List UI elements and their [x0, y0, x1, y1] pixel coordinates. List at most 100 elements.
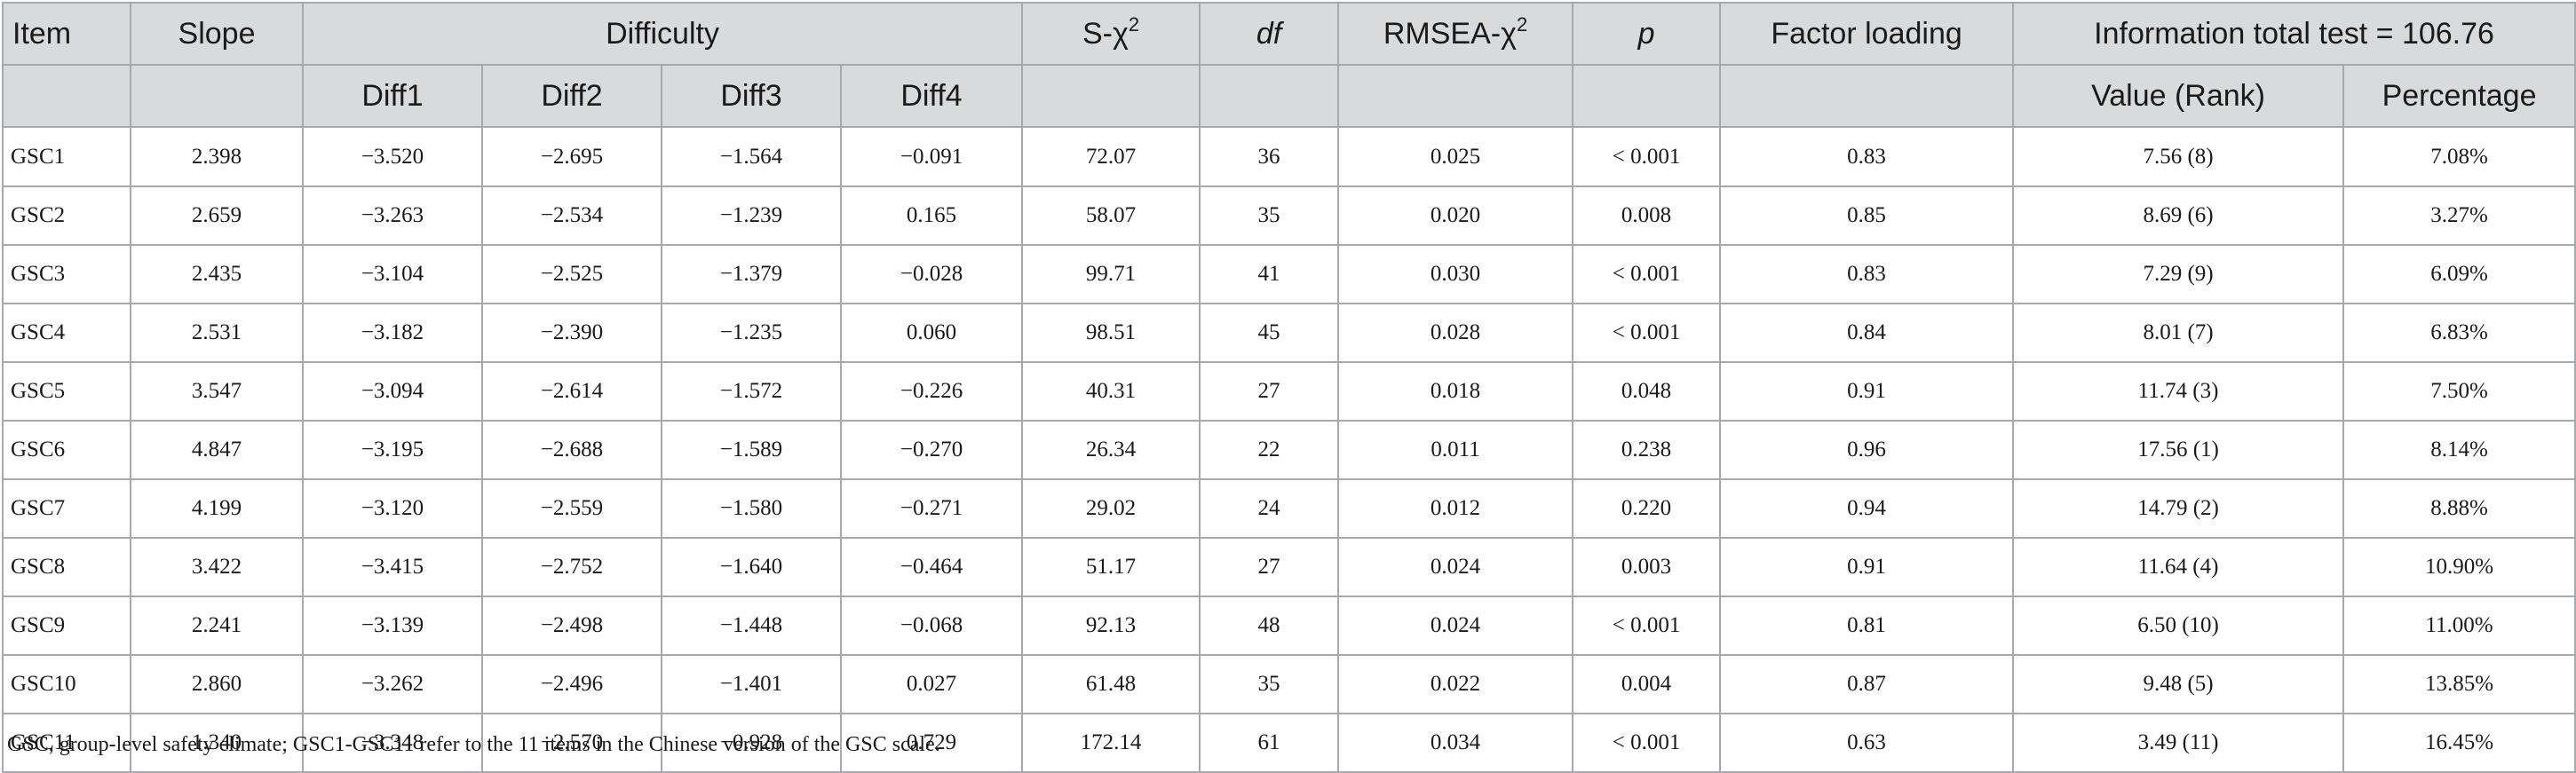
cell-percentage: 8.14% [2342, 420, 2576, 480]
cell-factor-loading: 0.87 [1719, 654, 2015, 714]
cell-df: 27 [1199, 361, 1340, 422]
cell-diff4: −0.028 [839, 244, 1024, 304]
cell-p-value: 0.004 [1572, 654, 1722, 714]
cell-diff4: 0.027 [839, 654, 1024, 714]
cell-df: 36 [1199, 126, 1340, 187]
cell-p-value: 0.048 [1572, 361, 1722, 422]
header-percentage: Percentage [2342, 64, 2576, 128]
table-row: GSC7 4.199 −3.120 −2.559 −1.580 −0.271 29.02 24… [2, 478, 2576, 539]
cell-diff3: −1.235 [661, 303, 842, 363]
cell-diff2: −2.570 [481, 713, 662, 773]
cell-rmsea: 0.020 [1337, 185, 1574, 246]
cell-rmsea: 0.028 [1337, 303, 1574, 363]
header-item-blank [2, 64, 131, 128]
cell-df: 41 [1199, 244, 1340, 304]
cell-item: GSC4 [2, 303, 131, 363]
cell-percentage: 6.09% [2342, 244, 2576, 304]
cell-diff4: −0.226 [839, 361, 1024, 422]
cell-diff4: −0.271 [839, 478, 1024, 539]
cell-item: GSC2 [2, 185, 131, 246]
cell-diff1: −3.139 [302, 596, 483, 656]
cell-value-rank: 3.49 (11) [2012, 713, 2345, 773]
cell-diff4: 0.060 [839, 303, 1024, 363]
cell-slope: 2.435 [130, 244, 304, 304]
cell-percentage: 10.90% [2342, 537, 2576, 597]
cell-diff2: −2.688 [481, 420, 662, 480]
cell-value-rank: 6.50 (10) [2012, 596, 2345, 656]
cell-value-rank: 11.74 (3) [2012, 361, 2345, 422]
header-difficulty: Difficulty [301, 2, 1024, 66]
cell-factor-loading: 0.81 [1719, 596, 2015, 656]
cell-diff3: −1.640 [661, 537, 842, 597]
table-row: GSC1 2.398 −3.520 −2.695 −1.564 −0.091 72.07 36… [2, 126, 2576, 187]
cell-percentage: 7.08% [2342, 126, 2576, 187]
cell-s-chi-square: 172.14 [1021, 713, 1201, 773]
cell-diff2: −2.498 [481, 596, 662, 656]
table-row: GSC11 1.340 −3.348 −2.570 −0.928 0.729 172.14 6… [2, 713, 2576, 773]
cell-value-rank: 14.79 (2) [2012, 478, 2345, 539]
cell-item: GSC7 [2, 478, 131, 539]
rmsea-superscript: 2 [1516, 12, 1528, 35]
cell-df: 24 [1199, 478, 1340, 539]
cell-item: GSC5 [2, 361, 131, 422]
header-diff4: Diff4 [839, 64, 1024, 128]
cell-diff1: −3.348 [302, 713, 483, 773]
cell-factor-loading: 0.84 [1719, 303, 2015, 363]
cell-item: GSC10 [2, 654, 131, 714]
cell-diff3: −1.448 [661, 596, 842, 656]
header-s-chi-square: S-χ2 [1021, 2, 1201, 66]
cell-diff1: −3.182 [302, 303, 483, 363]
cell-slope: 3.547 [130, 361, 304, 422]
cell-percentage: 13.85% [2342, 654, 2576, 714]
cell-diff3: −1.239 [661, 185, 842, 246]
cell-df: 48 [1199, 596, 1340, 656]
cell-diff1: −3.195 [302, 420, 483, 480]
cell-diff1: −3.120 [302, 478, 483, 539]
cell-item: GSC6 [2, 420, 131, 480]
cell-df: 35 [1199, 185, 1340, 246]
cell-slope: 2.860 [130, 654, 304, 714]
cell-s-chi-square: 72.07 [1021, 126, 1201, 187]
cell-rmsea: 0.034 [1337, 713, 1574, 773]
cell-rmsea: 0.011 [1337, 420, 1574, 480]
cell-value-rank: 9.48 (5) [2012, 654, 2345, 714]
cell-factor-loading: 0.91 [1719, 361, 2015, 422]
cell-value-rank: 11.64 (4) [2012, 537, 2345, 597]
header-diff2: Diff2 [481, 64, 662, 128]
cell-s-chi-square: 99.71 [1021, 244, 1201, 304]
cell-value-rank: 17.56 (1) [2012, 420, 2345, 480]
cell-percentage: 6.83% [2342, 303, 2576, 363]
cell-s-chi-square: 58.07 [1021, 185, 1201, 246]
cell-diff4: 0.729 [839, 713, 1024, 773]
cell-diff4: −0.464 [839, 537, 1024, 597]
cell-diff2: −2.525 [481, 244, 662, 304]
cell-diff3: −1.589 [661, 420, 842, 480]
cell-s-chi-square: 92.13 [1021, 596, 1201, 656]
cell-value-rank: 7.56 (8) [2012, 126, 2345, 187]
cell-item: GSC8 [2, 537, 131, 597]
cell-rmsea: 0.024 [1337, 596, 1574, 656]
table-row: GSC9 2.241 −3.139 −2.498 −1.448 −0.068 92.13 48… [2, 596, 2576, 656]
table-row: GSC4 2.531 −3.182 −2.390 −1.235 0.060 98.51 45 0… [2, 303, 2576, 363]
cell-factor-loading: 0.63 [1719, 713, 2015, 773]
cell-slope: 2.659 [130, 185, 304, 246]
cell-diff4: −0.068 [839, 596, 1024, 656]
header-factor-blank [1719, 64, 2015, 128]
cell-df: 45 [1199, 303, 1340, 363]
cell-factor-loading: 0.94 [1719, 478, 2015, 539]
cell-rmsea: 0.018 [1337, 361, 1574, 422]
cell-slope: 2.241 [130, 596, 304, 656]
header-diff1: Diff1 [302, 64, 483, 128]
cell-diff3: −1.564 [661, 126, 842, 187]
cell-diff1: −3.262 [302, 654, 483, 714]
cell-item: GSC9 [2, 596, 131, 656]
cell-p-value: 0.220 [1572, 478, 1722, 539]
cell-item: GSC3 [2, 244, 131, 304]
cell-p-value: < 0.001 [1572, 596, 1722, 656]
cell-factor-loading: 0.83 [1719, 244, 2015, 304]
cell-percentage: 3.27% [2342, 185, 2576, 246]
cell-percentage: 8.88% [2342, 478, 2576, 539]
cell-p-value: < 0.001 [1572, 303, 1722, 363]
cell-percentage: 7.50% [2342, 361, 2576, 422]
